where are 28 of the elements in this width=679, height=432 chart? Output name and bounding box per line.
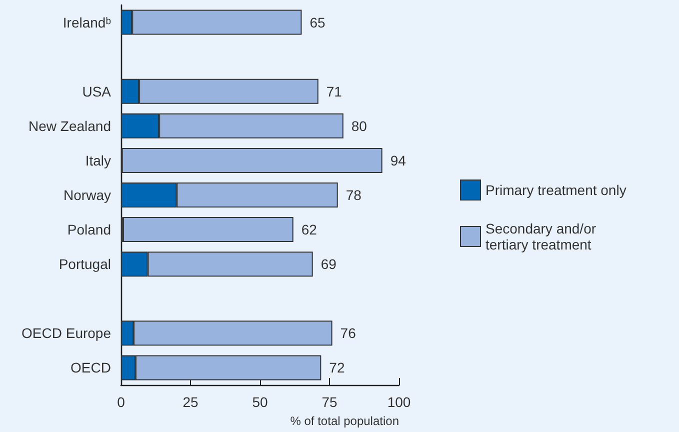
y-tick-label: Poland bbox=[67, 222, 111, 238]
y-tick-label: Italy bbox=[85, 152, 111, 168]
total-label: 72 bbox=[329, 360, 345, 376]
legend-label: Secondary and/or tertiary treatment bbox=[486, 220, 596, 252]
y-tick-label: OECD Europe bbox=[22, 325, 112, 342]
total-label: 62 bbox=[301, 222, 318, 238]
total-label: 69 bbox=[320, 256, 337, 272]
total-label: 94 bbox=[390, 152, 406, 168]
x-tick-label: 0 bbox=[117, 394, 126, 410]
y-tick-label: Norway bbox=[64, 187, 111, 203]
x-axis-title: % of total population bbox=[290, 414, 399, 428]
y-tick-label: New Zealand bbox=[28, 118, 111, 134]
y-tick-label: Irelandᵇ bbox=[62, 14, 111, 30]
total-label: 71 bbox=[326, 83, 342, 100]
bar bbox=[122, 148, 382, 173]
y-tick-label: Portugal bbox=[58, 256, 111, 272]
legend-label: Primary treatment only bbox=[486, 182, 626, 198]
bar bbox=[122, 217, 294, 242]
total-label: 65 bbox=[310, 14, 326, 30]
total-label: 78 bbox=[346, 187, 362, 203]
x-tick-label: 50 bbox=[252, 394, 268, 410]
total-label: 76 bbox=[340, 325, 356, 342]
total-label: 80 bbox=[351, 118, 368, 134]
x-tick-label: 25 bbox=[182, 394, 198, 410]
x-tick-label: 100 bbox=[387, 394, 411, 410]
x-tick-label: 75 bbox=[322, 394, 338, 410]
y-tick-label: OECD bbox=[70, 360, 111, 376]
y-tick-label: USA bbox=[82, 83, 112, 100]
